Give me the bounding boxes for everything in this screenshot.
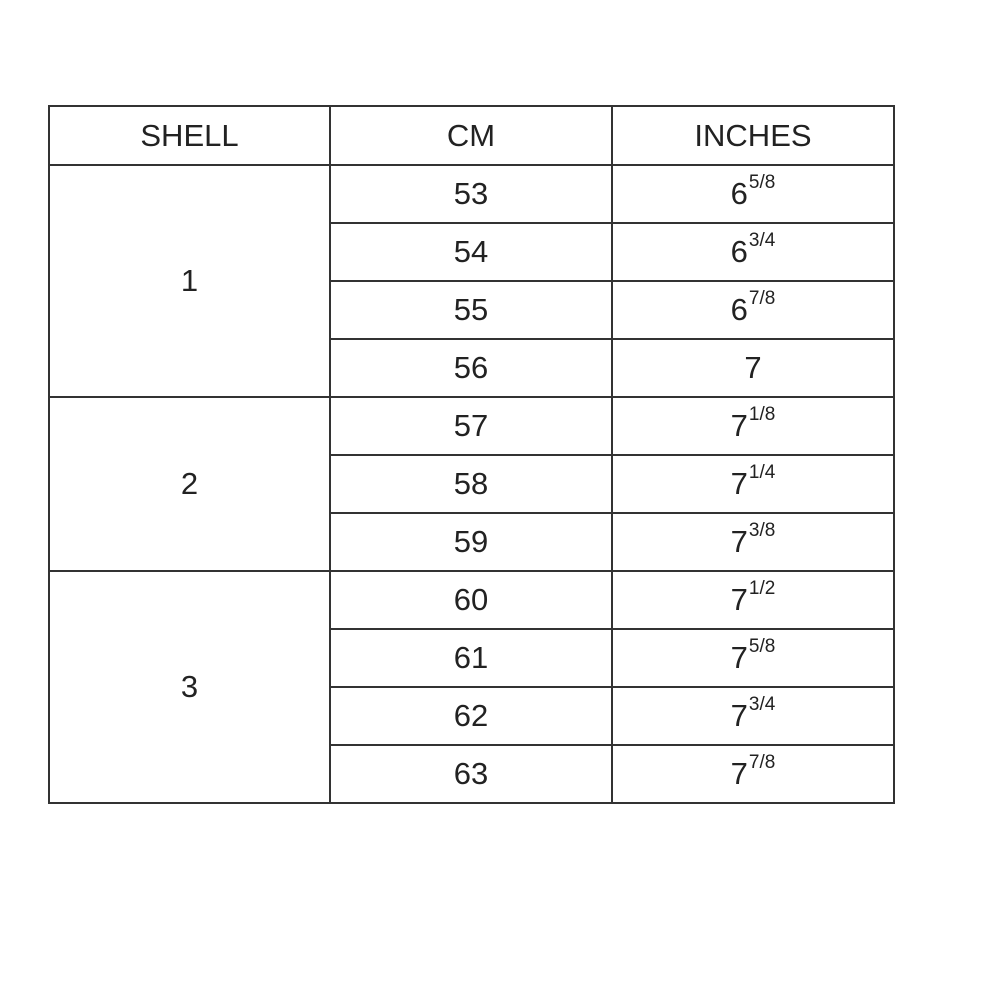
inch-fraction: 1/4	[748, 462, 776, 483]
shell-cell: 2	[48, 396, 331, 572]
cm-cell: 62	[329, 686, 613, 746]
cm-cell: 57	[329, 396, 613, 456]
cm-cell: 54	[329, 222, 613, 282]
cm-cell: 61	[329, 628, 613, 688]
inch-fraction: 1/2	[748, 578, 776, 599]
inch-whole: 7	[730, 640, 748, 675]
table-row: 56 7	[49, 338, 895, 398]
size-chart-table: SHELL CM INCHES 1 53 65/8 54 63/4 55 67/8 56 7 2 5…	[48, 105, 895, 804]
inch-whole: 7	[730, 524, 748, 559]
inch-fraction: 1/8	[748, 404, 776, 425]
table-row: 61 75/8	[49, 628, 895, 688]
inches-cell: 71/8	[611, 396, 895, 456]
cm-cell: 53	[329, 164, 613, 224]
inches-cell: 7	[611, 338, 895, 398]
inch-fraction: 5/8	[748, 172, 776, 193]
inches-cell: 75/8	[611, 628, 895, 688]
header-row: SHELL CM INCHES	[48, 105, 895, 166]
inch-fraction: 3/4	[748, 694, 776, 715]
inch-fraction: 5/8	[748, 636, 776, 657]
inch-fraction: 3/4	[748, 230, 776, 251]
inch-whole: 7	[730, 756, 748, 791]
inch-fraction: 7/8	[748, 752, 776, 773]
table-row: 1 53 65/8	[48, 164, 895, 398]
cm-cell: 56	[329, 338, 613, 398]
inches-cell: 73/8	[611, 512, 895, 572]
shell-cell: 3	[48, 570, 331, 804]
inches-cell: 71/4	[611, 454, 895, 514]
table-row: 2 57 71/8	[48, 396, 895, 572]
inches-cell: 71/2	[611, 570, 895, 630]
inch-whole: 7	[730, 408, 748, 443]
table-row: 62 73/4	[49, 686, 895, 746]
header-shell: SHELL	[48, 105, 331, 166]
inches-cell: 63/4	[611, 222, 895, 282]
inches-cell: 67/8	[611, 280, 895, 340]
inches-cell: 65/8	[611, 164, 895, 224]
shell-cell: 1	[48, 164, 331, 398]
header-inches: INCHES	[611, 105, 895, 166]
inch-whole: 6	[730, 234, 748, 269]
inch-fraction: 7/8	[748, 288, 776, 309]
inch-whole: 6	[730, 292, 748, 327]
cm-cell: 58	[329, 454, 613, 514]
table-row: 63 77/8	[49, 744, 895, 804]
cm-cell: 63	[329, 744, 613, 804]
inches-cell: 77/8	[611, 744, 895, 804]
cm-cell: 59	[329, 512, 613, 572]
inch-whole: 7	[730, 466, 748, 501]
inches-cell: 73/4	[611, 686, 895, 746]
table-body: 1 53 65/8 54 63/4 55 67/8 56 7 2 57 71/8 58 71/4 59 73/…	[48, 164, 895, 804]
table-row: 55 67/8	[49, 280, 895, 340]
table-row: 59 73/8	[49, 512, 895, 572]
header-cm: CM	[329, 105, 613, 166]
inch-whole: 7	[730, 582, 748, 617]
cm-cell: 55	[329, 280, 613, 340]
table-row: 54 63/4	[49, 222, 895, 282]
cm-cell: 60	[329, 570, 613, 630]
table-row: 3 60 71/2	[48, 570, 895, 804]
inch-whole: 7	[730, 698, 748, 733]
inch-fraction: 3/8	[748, 520, 776, 541]
table-row: 58 71/4	[49, 454, 895, 514]
inch-whole: 6	[730, 176, 748, 211]
inch-whole: 7	[744, 350, 762, 385]
